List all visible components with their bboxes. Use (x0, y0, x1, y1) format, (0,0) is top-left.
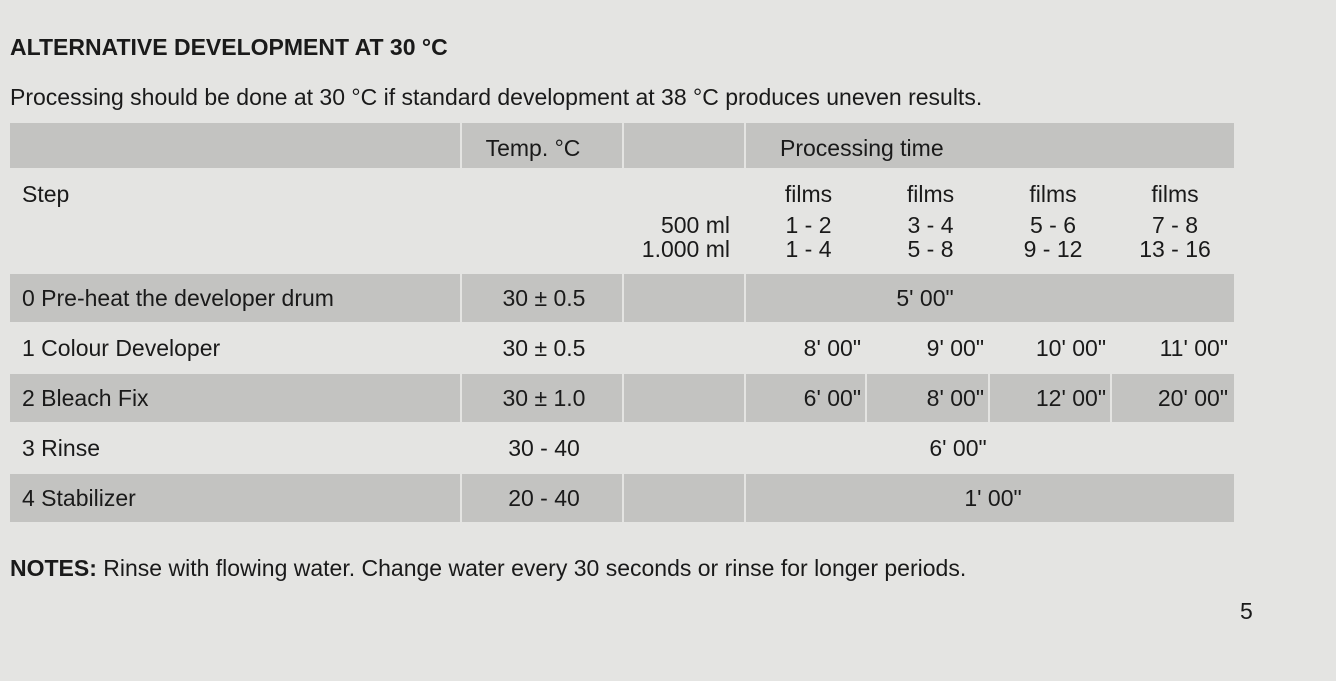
page-number: 5 (1240, 598, 1253, 624)
heading: ALTERNATIVE DEVELOPMENT AT 30 °C (10, 34, 448, 60)
film-range: 7 - 8 (1151, 212, 1199, 238)
time: 8' 00" (926, 385, 984, 411)
step: 2 Bleach Fix (22, 385, 149, 411)
shaded-cell (746, 274, 1234, 322)
time: 5' 00" (896, 285, 954, 311)
time: 6' 00" (929, 435, 987, 461)
header-time: Processing time (780, 135, 944, 161)
shaded-cell (746, 374, 865, 422)
shaded-cell (10, 374, 460, 422)
film-range: 1 - 2 (785, 212, 832, 238)
temp: 20 - 40 (508, 485, 580, 511)
time: 12' 00" (1035, 385, 1106, 411)
notes-text: Rinse with flowing water. Change water e… (96, 555, 967, 581)
films-label: films (1029, 181, 1077, 207)
shaded-cell (462, 274, 622, 322)
time: 10' 00" (1035, 335, 1106, 361)
film-range: 13 - 16 (1139, 236, 1211, 262)
shaded-cell (624, 274, 744, 322)
temp: 30 ± 1.0 (502, 385, 586, 411)
shaded-cell (746, 123, 1234, 168)
shaded-cell (462, 123, 622, 168)
film-range: 3 - 4 (907, 212, 954, 238)
step: 1 Colour Developer (22, 335, 221, 361)
time: 20' 00" (1157, 385, 1228, 411)
step-label: Step (22, 181, 70, 207)
shaded-cell (10, 123, 460, 168)
shaded-cell (462, 474, 622, 522)
temp: 30 - 40 (508, 435, 580, 461)
shaded-cell (990, 374, 1110, 422)
shaded-cell (624, 374, 744, 422)
shaded-cell (867, 374, 988, 422)
films-label: films (1151, 181, 1199, 207)
time: 8' 00" (803, 335, 861, 361)
volume: 500 ml (660, 212, 730, 238)
step: 4 Stabilizer (22, 485, 136, 511)
intro: Processing should be done at 30 °C if st… (10, 84, 983, 110)
shaded-cell (10, 474, 460, 522)
temp: 30 ± 0.5 (502, 285, 586, 311)
notes: NOTES: Rinse with flowing water. Change … (10, 557, 966, 580)
film-range: 5 - 6 (1029, 212, 1077, 238)
header-temp: Temp. °C (485, 135, 581, 161)
time: 1' 00" (964, 485, 1022, 511)
shaded-cell (462, 374, 622, 422)
notes-label: NOTES: (10, 555, 97, 581)
shaded-cell (10, 274, 460, 322)
time: 11' 00" (1159, 335, 1228, 361)
shaded-cell (624, 123, 744, 168)
step: 0 Pre-heat the developer drum (22, 285, 334, 311)
volume: 1.000 ml (641, 236, 730, 262)
shaded-cell (624, 474, 744, 522)
film-range: 5 - 8 (907, 236, 954, 262)
films-label: films (784, 181, 833, 207)
film-range: 1 - 4 (785, 236, 832, 262)
time: 9' 00" (926, 335, 984, 361)
film-range: 9 - 12 (1023, 236, 1083, 262)
films-label: films (906, 181, 955, 207)
step: 3 Rinse (22, 435, 100, 461)
temp: 30 ± 0.5 (502, 335, 586, 361)
time: 6' 00" (803, 385, 861, 411)
shaded-cell (746, 474, 1234, 522)
shaded-cell (1112, 374, 1234, 422)
